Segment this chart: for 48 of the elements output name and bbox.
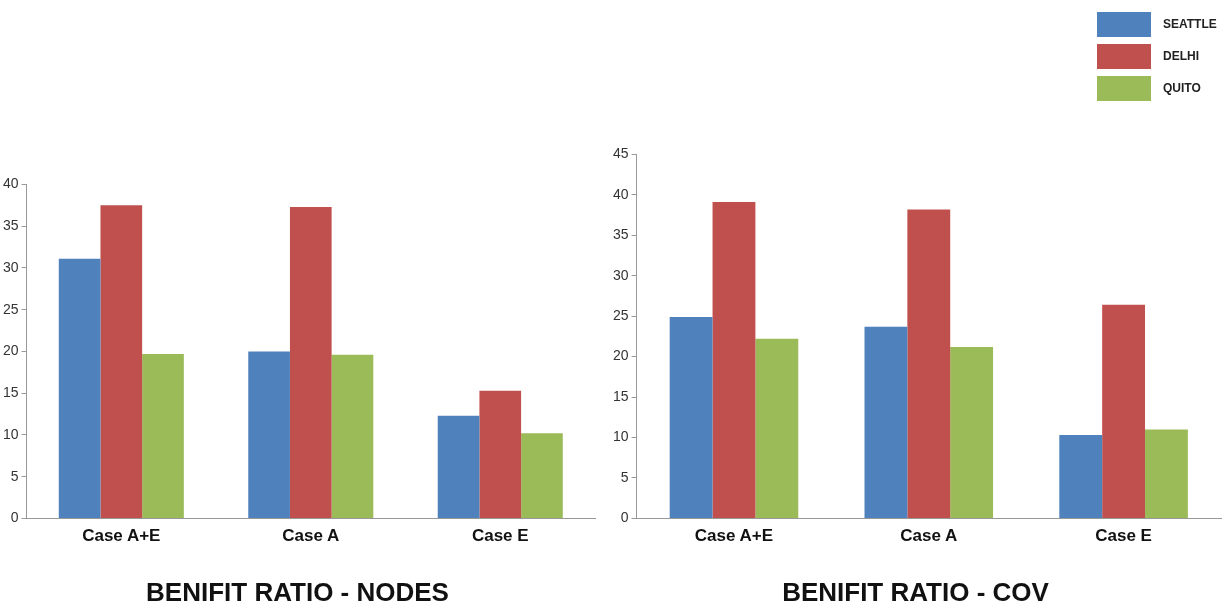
y-tick-label: 10 (612, 428, 629, 445)
bar (331, 354, 374, 518)
bar (1145, 429, 1188, 518)
x-tick-label: Case A+E (82, 526, 161, 546)
y-tick-label: 5 (620, 468, 629, 485)
y-tick-label: 20 (2, 342, 19, 359)
text: BENIFIT RATIO - COV (782, 576, 1050, 607)
y-tick-label: 0 (10, 509, 19, 526)
y-tick-label: 30 (612, 266, 629, 283)
bar (479, 390, 522, 518)
y-tick-label: 30 (2, 258, 19, 275)
bar (58, 258, 101, 518)
y-tick-label: 35 (2, 217, 19, 234)
bar (521, 433, 563, 518)
x-tick-label: Case E (471, 526, 529, 546)
bar (142, 353, 184, 518)
bar (248, 351, 290, 518)
x-tick-label: Case A+E (694, 526, 774, 546)
y-tick-label: 15 (612, 387, 629, 404)
bar (755, 338, 799, 518)
bar (907, 209, 951, 518)
y-tick-label: 0 (620, 509, 629, 526)
y-tick-label: 40 (612, 185, 629, 202)
y-tick-label: 40 (2, 175, 19, 192)
x-tick-label: Case A (900, 526, 958, 546)
legend-label: SEATTLE (1163, 17, 1218, 31)
bar (1102, 304, 1146, 518)
legend-label: DELHI (1163, 49, 1200, 63)
bar (289, 206, 332, 518)
bar (1059, 435, 1103, 518)
legend-label: QUITO (1163, 81, 1202, 95)
text: BENIFIT RATIO - NODES (146, 576, 449, 607)
x-tick-label: Case A (282, 526, 340, 546)
bar (669, 316, 713, 518)
bar (864, 326, 908, 518)
y-tick-label: 45 (612, 145, 629, 162)
y-tick-label: 25 (612, 307, 629, 324)
x-tick-label: Case E (1095, 526, 1152, 546)
y-tick-label: 5 (10, 467, 19, 484)
y-tick-label: 10 (2, 425, 19, 442)
y-tick-label: 25 (2, 300, 19, 317)
y-tick-label: 15 (2, 384, 19, 401)
bar (712, 202, 756, 518)
y-tick-label: 35 (612, 226, 629, 243)
bar (437, 415, 480, 518)
bar (100, 205, 143, 518)
y-tick-label: 20 (612, 347, 629, 364)
bar (950, 346, 994, 518)
